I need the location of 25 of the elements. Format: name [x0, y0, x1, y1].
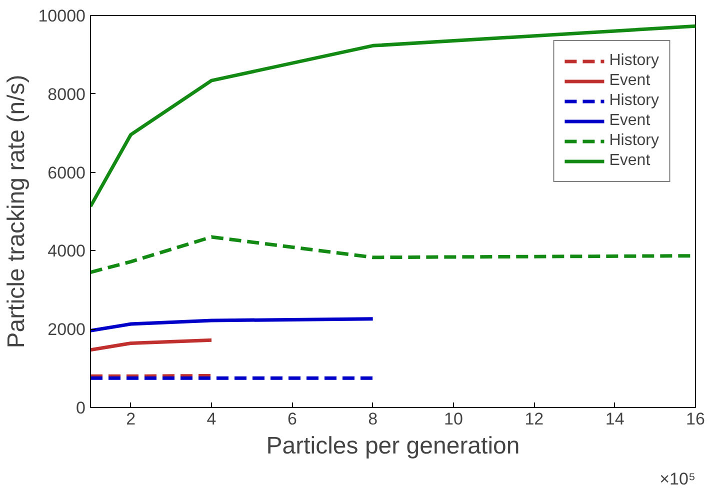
x-tick-label: 12 [524, 410, 544, 428]
x-tick-label: 4 [206, 410, 216, 428]
y-axis-title: Particle tracking rate (n/s) [3, 74, 30, 348]
x-tick-label: 16 [686, 410, 705, 428]
legend-label: History [609, 52, 659, 70]
y-tick-label: 6000 [48, 163, 86, 182]
y-tick-label: 8000 [48, 84, 86, 104]
y-tick-label: 10000 [38, 6, 86, 26]
x-tick-label: 10 [444, 410, 463, 428]
y-tick-label: 0 [76, 398, 86, 418]
legend-label: History [609, 92, 659, 110]
x-tick-label: 8 [368, 410, 378, 428]
x-axis-title: Particles per generation [266, 432, 520, 460]
legend-label: Event [609, 112, 650, 130]
x-tick-label: 2 [126, 410, 136, 428]
legend-label: Event [609, 72, 650, 90]
y-tick-label: 4000 [48, 242, 86, 261]
legend-label: Event [609, 152, 650, 170]
x-tick-label: 6 [287, 410, 297, 428]
text: ×10⁵ [660, 470, 696, 488]
line-series [90, 24, 696, 208]
y-tick-label: 2000 [48, 320, 86, 340]
x-tick-label: 14 [605, 410, 624, 428]
line-series [90, 317, 375, 332]
legend-label: History [609, 132, 659, 150]
